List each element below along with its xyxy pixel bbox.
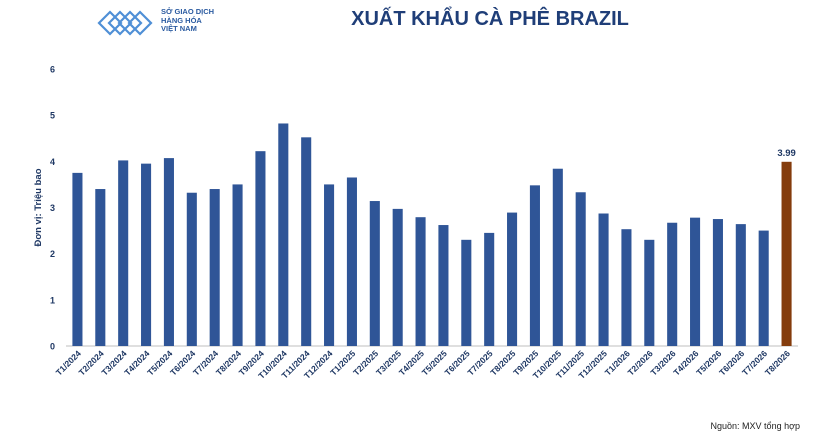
y-tick-label: 4 bbox=[50, 157, 55, 167]
logo-line: HÀNG HÓA bbox=[161, 15, 202, 25]
bar bbox=[415, 217, 426, 346]
y-tick-label: 3 bbox=[50, 203, 55, 213]
bar bbox=[644, 239, 655, 346]
bar bbox=[186, 192, 197, 346]
bar bbox=[529, 185, 540, 346]
bar bbox=[438, 225, 449, 346]
logo-line: SỞ GIAO DỊCH bbox=[161, 7, 215, 16]
bar bbox=[163, 158, 174, 346]
bar bbox=[255, 151, 266, 346]
logo-line: VIỆT NAM bbox=[161, 24, 197, 33]
bar bbox=[369, 201, 380, 346]
bar bbox=[278, 123, 289, 346]
bar bbox=[232, 184, 243, 346]
bar bbox=[72, 172, 83, 346]
x-tick-label: T8/2026 bbox=[763, 348, 792, 377]
y-tick-label: 1 bbox=[50, 295, 55, 305]
y-axis-label: Đơn vị: Triệu bao bbox=[33, 168, 44, 246]
bar bbox=[301, 137, 312, 346]
y-tick-label: 0 bbox=[50, 342, 55, 352]
bar bbox=[552, 168, 563, 346]
bar bbox=[141, 163, 152, 346]
bar bbox=[484, 232, 495, 346]
company-logo bbox=[97, 10, 153, 36]
y-tick-label: 6 bbox=[50, 65, 55, 75]
bar bbox=[712, 219, 723, 346]
logo-text: SỞ GIAO DỊCH HÀNG HÓA VIỆT NAM bbox=[161, 7, 215, 34]
bar bbox=[346, 177, 357, 346]
bar bbox=[621, 229, 632, 346]
bar bbox=[667, 222, 678, 346]
chart-title: XUẤT KHẨU CÀ PHÊ BRAZIL bbox=[351, 8, 629, 30]
bar bbox=[95, 189, 106, 346]
bar bbox=[461, 239, 472, 346]
bar bbox=[209, 189, 220, 346]
y-tick-label: 5 bbox=[50, 111, 55, 121]
source-note: Nguồn: MXV tổng hợp bbox=[710, 421, 800, 431]
bar bbox=[690, 217, 701, 346]
bar bbox=[324, 184, 335, 346]
bar bbox=[758, 230, 769, 346]
bar bbox=[598, 213, 609, 346]
bar bbox=[507, 212, 518, 346]
data-label: 3.99 bbox=[777, 148, 796, 159]
bar bbox=[575, 192, 586, 346]
bar bbox=[781, 161, 792, 346]
y-tick-label: 2 bbox=[50, 249, 55, 259]
bar bbox=[735, 224, 746, 346]
bar bbox=[392, 208, 403, 346]
bar bbox=[118, 160, 129, 346]
